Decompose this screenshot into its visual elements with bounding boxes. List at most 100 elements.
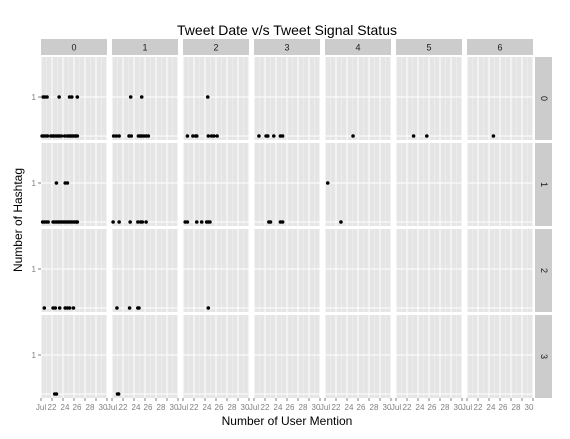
facet-panel: [466, 57, 534, 140]
facet-panel: [111, 315, 179, 398]
x-tick-label: 28: [299, 403, 308, 412]
facet-panel: [395, 229, 463, 312]
x-tick-label: 30: [170, 403, 179, 412]
data-point: [57, 95, 61, 99]
x-tick-label: 24: [61, 403, 70, 412]
x-tick-label: 24: [132, 403, 141, 412]
x-tick-label: 24: [274, 403, 283, 412]
data-point: [272, 134, 276, 138]
facet-panel: [40, 57, 108, 140]
facet-panel: [182, 229, 250, 312]
x-tick-label: 28: [228, 403, 237, 412]
data-point: [185, 134, 190, 138]
data-point: [70, 95, 74, 99]
data-point: [280, 134, 285, 138]
x-tick-label: 28: [512, 403, 521, 412]
facet-panel: [182, 57, 250, 140]
x-tick-label: 30: [241, 403, 250, 412]
x-tick-label: 22: [261, 403, 270, 412]
data-point: [54, 392, 59, 396]
y-axis-title: Number of Hashtag: [11, 168, 25, 272]
row-strip: [535, 229, 552, 312]
facet-panel: [111, 229, 179, 312]
data-point: [117, 220, 121, 224]
data-point: [206, 134, 211, 138]
data-point: [191, 134, 195, 138]
data-point: [71, 306, 76, 310]
facet-panel: [466, 143, 534, 226]
facet-panel: [253, 229, 321, 312]
data-point: [139, 95, 144, 99]
data-point: [116, 392, 121, 396]
facet-panel: [395, 315, 463, 398]
data-point: [46, 220, 50, 224]
x-tick-label: 22: [474, 403, 483, 412]
row-strip: [535, 315, 552, 398]
data-point: [59, 134, 64, 138]
x-tick-label: Jul: [391, 403, 401, 412]
data-point: [54, 181, 59, 185]
facet-panel: [324, 315, 392, 398]
x-tick-label: 24: [416, 403, 425, 412]
column-strip: [396, 39, 462, 55]
y-tick-label: 1: [32, 265, 37, 274]
data-point: [215, 134, 219, 138]
column-strip: [467, 39, 533, 55]
data-point: [129, 134, 134, 138]
data-point: [140, 220, 145, 224]
row-strip-label: 1: [539, 182, 549, 187]
data-point: [128, 220, 132, 224]
row-strip: [535, 57, 552, 140]
facet-panel: [40, 143, 108, 226]
column-strip: [325, 39, 391, 55]
x-tick-label: Jul: [36, 403, 46, 412]
facet-panel: [182, 143, 250, 226]
data-point: [65, 181, 70, 185]
data-point: [75, 134, 80, 138]
facet-panel: [253, 315, 321, 398]
data-point: [42, 306, 47, 310]
data-point: [45, 134, 50, 138]
x-tick-label: 26: [499, 403, 508, 412]
x-tick-label: 26: [357, 403, 366, 412]
data-point: [146, 134, 151, 138]
x-tick-label: 28: [157, 403, 166, 412]
facet-panel: [466, 229, 534, 312]
data-point: [351, 134, 355, 138]
x-tick-label: 26: [73, 403, 82, 412]
x-tick-label: 30: [454, 403, 463, 412]
facet-panel: [395, 57, 463, 140]
data-point: [137, 306, 141, 310]
x-tick-label: 26: [215, 403, 224, 412]
chart-title: Tweet Date v/s Tweet Signal Status: [177, 22, 397, 38]
x-axis-title: Number of User Mention: [222, 414, 353, 428]
column-strip-label: 3: [284, 43, 289, 53]
panels-layer: [40, 57, 534, 398]
data-point: [199, 220, 204, 224]
data-point: [411, 134, 416, 138]
data-point: [491, 134, 496, 138]
data-point: [75, 220, 80, 224]
y-tick-label: 1: [32, 93, 37, 102]
facet-panel: [182, 315, 250, 398]
points-layer: [40, 95, 496, 396]
facet-panel: [324, 143, 392, 226]
facet-panel: [466, 315, 534, 398]
column-strip-label: 5: [426, 43, 431, 53]
x-tick-label: Jul: [462, 403, 472, 412]
x-tick-label: 30: [99, 403, 108, 412]
data-point: [111, 134, 116, 138]
x-tick-label: 22: [403, 403, 412, 412]
x-tick-label: 30: [312, 403, 321, 412]
x-tick-label: 22: [119, 403, 128, 412]
data-point: [144, 220, 148, 224]
data-point: [212, 134, 216, 138]
data-point: [117, 134, 121, 138]
row-strip-label: 0: [539, 96, 549, 101]
data-point: [268, 220, 273, 224]
column-strip-label: 4: [355, 43, 360, 53]
facet-panel: [40, 315, 108, 398]
